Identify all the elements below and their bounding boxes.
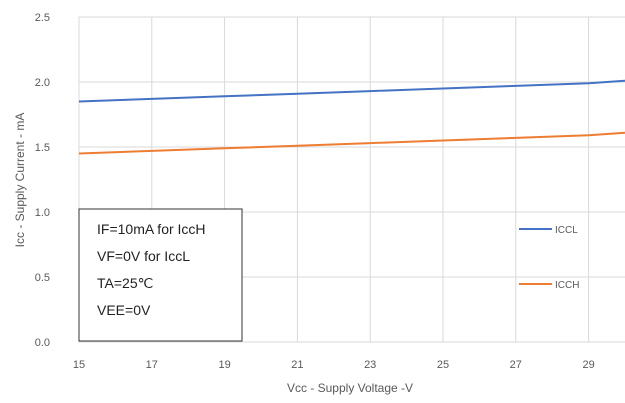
y-tick-label: 1.0 — [35, 207, 50, 219]
legend-label: ICCL — [555, 225, 578, 236]
series-line-icch — [78, 131, 625, 155]
conditions-annotation: IF=10mA for IccH VF=0V for IccL TA=25℃ V… — [78, 208, 243, 342]
x-tick-label: 17 — [146, 359, 158, 371]
y-tick-label: 0.5 — [35, 272, 50, 284]
x-tick-label: 15 — [73, 359, 85, 371]
x-tick-label: 27 — [510, 359, 522, 371]
series-lines — [78, 79, 625, 155]
y-tick-labels: 0.0 0.5 1.0 1.5 2.0 2.5 — [35, 12, 50, 349]
condition-line: TA=25℃ — [97, 275, 153, 291]
x-tick-label: 23 — [364, 359, 376, 371]
x-tick-label: 21 — [291, 359, 303, 371]
x-tick-label: 29 — [582, 359, 594, 371]
x-axis-title: Vcc - Supply Voltage -V — [287, 381, 413, 395]
legend: ICCL ICCH — [519, 225, 579, 291]
condition-line: VEE=0V — [97, 302, 151, 318]
series-line-iccl — [78, 79, 625, 103]
y-tick-label: 0.0 — [35, 337, 50, 349]
x-tick-label: 19 — [218, 359, 230, 371]
condition-line: VF=0V for IccL — [97, 248, 190, 264]
conditions-box — [78, 208, 243, 342]
x-tick-label: 25 — [437, 359, 449, 371]
y-tick-label: 1.5 — [35, 142, 50, 154]
y-tick-label: 2.5 — [35, 12, 50, 24]
y-tick-label: 2.0 — [35, 77, 50, 89]
legend-label: ICCH — [555, 280, 579, 291]
condition-line: IF=10mA for IccH — [97, 221, 206, 237]
x-tick-labels: 15 17 19 21 23 25 27 29 — [73, 359, 595, 371]
y-axis-title: Icc - Supply Current - mA — [13, 113, 27, 248]
grid — [78, 16, 625, 343]
